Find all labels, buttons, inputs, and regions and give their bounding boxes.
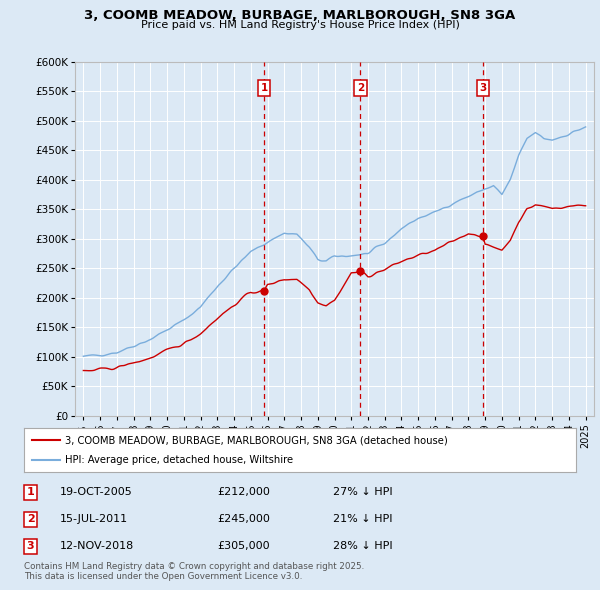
Text: HPI: Average price, detached house, Wiltshire: HPI: Average price, detached house, Wilt… [65,455,293,464]
Text: 21% ↓ HPI: 21% ↓ HPI [333,514,392,525]
Text: 15-JUL-2011: 15-JUL-2011 [60,514,128,525]
Text: 2: 2 [356,83,364,93]
Text: 19-OCT-2005: 19-OCT-2005 [60,487,133,497]
Text: £305,000: £305,000 [217,542,270,552]
Text: 3: 3 [479,83,487,93]
Text: 12-NOV-2018: 12-NOV-2018 [60,542,134,552]
Text: 1: 1 [27,487,34,497]
Text: 28% ↓ HPI: 28% ↓ HPI [333,542,393,552]
Text: 27% ↓ HPI: 27% ↓ HPI [333,487,393,497]
Text: 2: 2 [27,514,34,525]
Text: 3: 3 [27,542,34,552]
Text: £212,000: £212,000 [217,487,270,497]
Text: £245,000: £245,000 [217,514,270,525]
Text: Price paid vs. HM Land Registry's House Price Index (HPI): Price paid vs. HM Land Registry's House … [140,20,460,30]
Text: 3, COOMB MEADOW, BURBAGE, MARLBOROUGH, SN8 3GA (detached house): 3, COOMB MEADOW, BURBAGE, MARLBOROUGH, S… [65,435,448,445]
Text: Contains HM Land Registry data © Crown copyright and database right 2025.
This d: Contains HM Land Registry data © Crown c… [24,562,364,581]
Text: 1: 1 [260,83,268,93]
Text: 3, COOMB MEADOW, BURBAGE, MARLBOROUGH, SN8 3GA: 3, COOMB MEADOW, BURBAGE, MARLBOROUGH, S… [85,9,515,22]
